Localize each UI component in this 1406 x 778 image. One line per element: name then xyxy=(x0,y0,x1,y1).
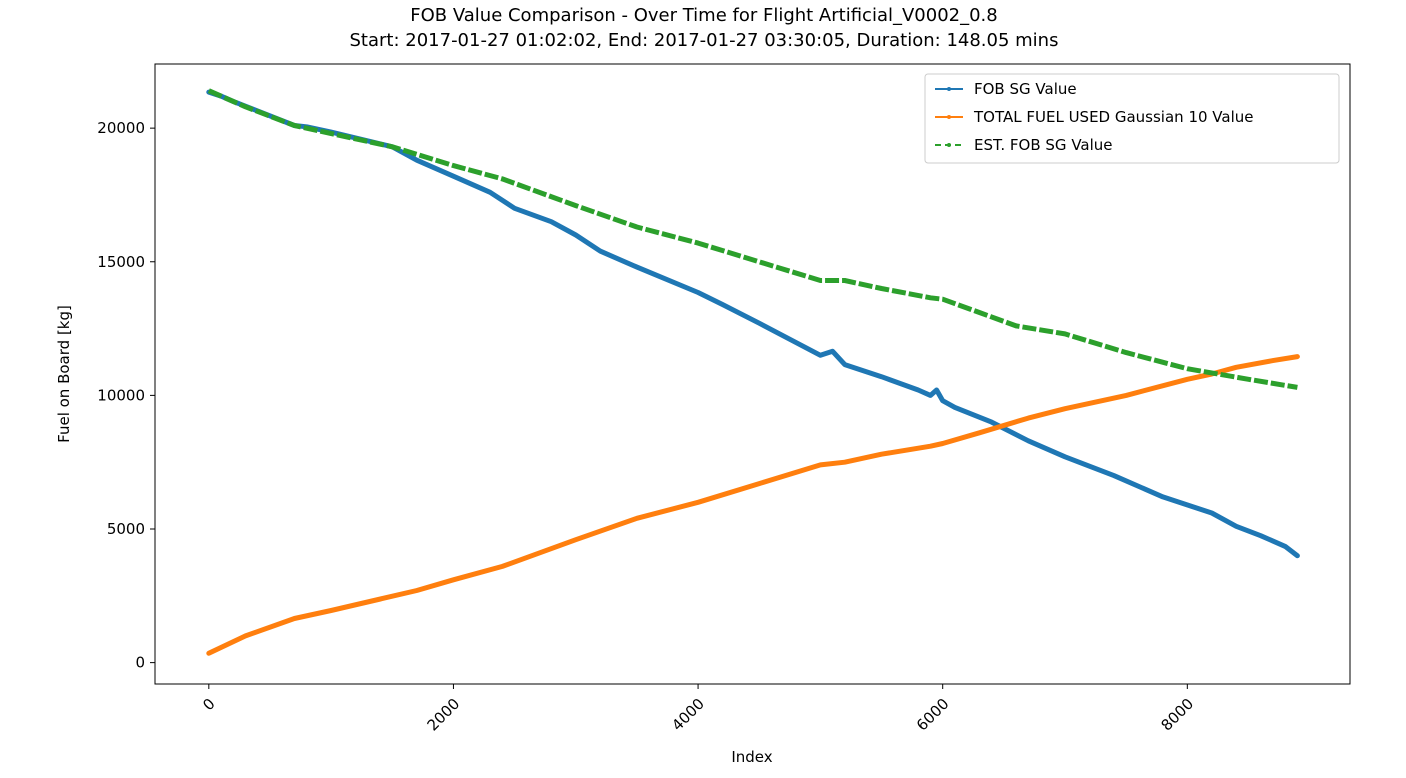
legend-marker-2 xyxy=(947,143,951,147)
legend-box xyxy=(924,73,1340,164)
y-tick-label: 10000 xyxy=(97,386,145,404)
y-tick-label: 20000 xyxy=(97,119,145,137)
plot-series xyxy=(206,88,1300,656)
chart-title: FOB Value Comparison - Over Time for Fli… xyxy=(410,5,997,26)
series-line-2 xyxy=(207,88,1298,390)
x-tick-label: 8000 xyxy=(1157,695,1197,735)
x-tick-label: 0 xyxy=(199,695,218,714)
x-tick-label: 6000 xyxy=(913,695,953,735)
legend-label-0: FOB SG Value xyxy=(974,80,1077,98)
legend-marker-1 xyxy=(947,115,951,119)
plot-frame xyxy=(154,63,1351,685)
x-tick-label: 2000 xyxy=(424,695,464,735)
legend-label-2: EST. FOB SG Value xyxy=(974,136,1113,154)
x-axis-label: Index xyxy=(731,748,772,766)
series-line-1 xyxy=(206,354,1300,656)
legend-label-1: TOTAL FUEL USED Gaussian 10 Value xyxy=(973,108,1254,126)
chart-subtitle: Start: 2017-01-27 01:02:02, End: 2017-01… xyxy=(350,30,1059,51)
y-axis: 0 5000 10000 15000 20000 xyxy=(97,119,155,672)
y-tick-label: 15000 xyxy=(97,253,145,271)
y-axis-label: Fuel on Board [kg] xyxy=(55,305,73,443)
legend: FOB SG Value TOTAL FUEL USED Gaussian 10 … xyxy=(924,73,1340,164)
legend-marker-0 xyxy=(947,87,951,91)
x-tick-label: 4000 xyxy=(668,695,708,735)
y-tick-label: 0 xyxy=(135,654,145,672)
x-axis: 0 2000 4000 6000 8000 xyxy=(199,684,1197,734)
y-tick-label: 5000 xyxy=(107,520,145,538)
